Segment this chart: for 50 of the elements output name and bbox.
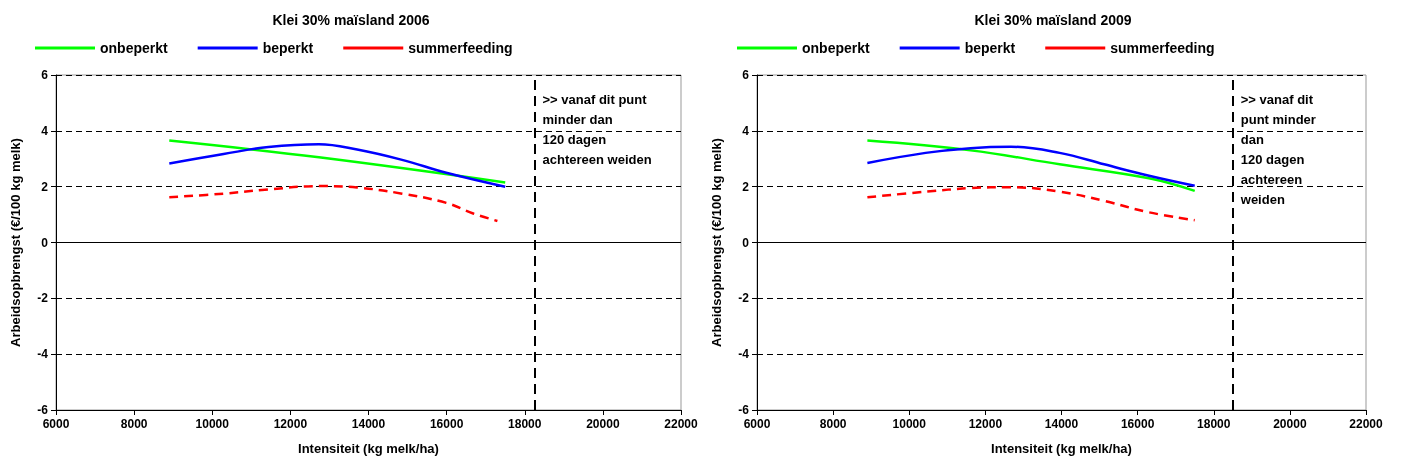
chart-title: Klei 30% maïsland 2009 <box>974 12 1132 28</box>
ref-line-label: >> vanaf dit punt minder dan 120 dagen achtereen weiden <box>1239 91 1316 207</box>
line-series <box>168 184 499 223</box>
legend-label: onbeperkt <box>802 40 871 56</box>
line-series <box>866 139 1196 193</box>
x-tick-label: 18000 <box>1197 417 1231 431</box>
x-tick-label: 8000 <box>120 417 148 431</box>
legend-label: summerfeeding <box>1110 40 1215 56</box>
x-tick-label: 20000 <box>1273 417 1307 431</box>
y-tick-label: 4 <box>742 123 750 138</box>
x-tick-label: 10000 <box>195 417 230 431</box>
chart-title: Klei 30% maïsland 2006 <box>272 12 430 28</box>
y-tick-label: -2 <box>37 291 49 306</box>
y-axis-title: Arbeidsopbrengst (€/100 kg melk) <box>709 138 724 347</box>
x-tick-label: 6000 <box>42 417 70 431</box>
y-tick-label: 4 <box>41 123 49 138</box>
x-tick-label: 12000 <box>968 417 1003 431</box>
x-tick-label: 16000 <box>1120 417 1155 431</box>
x-tick-label: 14000 <box>351 417 386 431</box>
y-tick-label: -2 <box>738 291 750 306</box>
y-tick-label: 2 <box>41 179 49 194</box>
x-tick-label: 12000 <box>273 417 308 431</box>
y-tick-label: 6 <box>41 68 49 82</box>
y-tick-label: -6 <box>738 403 750 417</box>
x-tick-label: 6000 <box>743 417 771 431</box>
x-tick-label: 14000 <box>1044 417 1079 431</box>
y-tick-label: -6 <box>37 403 49 417</box>
y-tick-label: 6 <box>742 68 750 82</box>
y-tick-label: 0 <box>41 235 49 250</box>
x-tick-label: 22000 <box>1349 417 1384 431</box>
x-tick-label: 10000 <box>892 417 927 431</box>
x-axis-title: Intensiteit (kg melk/ha) <box>298 441 439 456</box>
legend-label: beperkt <box>964 40 1016 56</box>
x-axis-title: Intensiteit (kg melk/ha) <box>991 441 1132 456</box>
y-tick-label: 2 <box>742 179 750 194</box>
line-series <box>866 185 1196 222</box>
legend-label: beperkt <box>262 40 314 56</box>
x-tick-label: 16000 <box>429 417 464 431</box>
y-axis-title: Arbeidsopbrengst (€/100 kg melk) <box>8 138 23 347</box>
y-tick-label: -4 <box>37 347 49 362</box>
line-series <box>866 145 1196 188</box>
legend-label: summerfeeding <box>408 40 513 56</box>
y-tick-label: 0 <box>742 235 750 250</box>
y-tick-label: -4 <box>738 347 750 362</box>
ref-line-label: >> vanaf dit punt minder dan 120 dagen achtereen weiden <box>542 91 652 167</box>
x-tick-label: 22000 <box>664 417 699 431</box>
x-tick-label: 20000 <box>586 417 620 431</box>
x-tick-label: 8000 <box>819 417 847 431</box>
x-tick-label: 18000 <box>508 417 542 431</box>
legend-label: onbeperkt <box>100 40 169 56</box>
